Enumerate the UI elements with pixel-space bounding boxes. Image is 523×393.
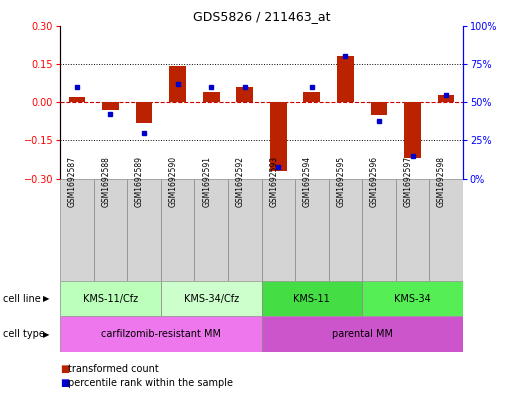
Bar — [60, 316, 262, 352]
Bar — [135, 102, 152, 123]
Text: KMS-34: KMS-34 — [394, 294, 431, 304]
Bar — [362, 281, 463, 316]
Text: transformed count: transformed count — [68, 364, 159, 374]
Text: cell type: cell type — [3, 329, 44, 339]
Bar — [438, 94, 454, 102]
Bar — [396, 179, 429, 281]
Bar — [236, 87, 253, 102]
Text: ▶: ▶ — [43, 330, 49, 338]
Text: GSM1692590: GSM1692590 — [168, 156, 178, 208]
Bar — [94, 179, 127, 281]
Bar — [60, 179, 94, 281]
Bar — [371, 102, 388, 115]
Text: GSM1692595: GSM1692595 — [336, 156, 345, 208]
Text: KMS-11: KMS-11 — [293, 294, 330, 304]
Text: ■: ■ — [60, 378, 70, 388]
Bar — [429, 179, 463, 281]
Text: GSM1692588: GSM1692588 — [101, 156, 110, 208]
Bar — [161, 281, 262, 316]
Bar — [270, 102, 287, 171]
Text: ■: ■ — [60, 364, 70, 374]
Text: GSM1692598: GSM1692598 — [437, 156, 446, 208]
Text: ▶: ▶ — [43, 294, 49, 303]
Text: KMS-34/Cfz: KMS-34/Cfz — [184, 294, 238, 304]
Bar — [262, 179, 295, 281]
Text: percentile rank within the sample: percentile rank within the sample — [68, 378, 233, 388]
Text: KMS-11/Cfz: KMS-11/Cfz — [83, 294, 138, 304]
Bar — [161, 179, 195, 281]
Text: GSM1692589: GSM1692589 — [135, 156, 144, 208]
Bar — [169, 66, 186, 102]
Bar — [337, 56, 354, 102]
Text: GDS5826 / 211463_at: GDS5826 / 211463_at — [193, 10, 330, 23]
Text: GSM1692597: GSM1692597 — [404, 156, 413, 208]
Bar — [262, 316, 463, 352]
Bar — [203, 92, 220, 102]
Bar — [127, 179, 161, 281]
Text: GSM1692594: GSM1692594 — [303, 156, 312, 208]
Bar — [303, 92, 320, 102]
Bar — [60, 281, 161, 316]
Text: parental MM: parental MM — [332, 329, 393, 339]
Text: cell line: cell line — [3, 294, 40, 304]
Bar — [362, 179, 396, 281]
Text: GSM1692596: GSM1692596 — [370, 156, 379, 208]
Bar — [404, 102, 421, 158]
Bar — [295, 179, 328, 281]
Text: GSM1692587: GSM1692587 — [68, 156, 77, 208]
Bar — [102, 102, 119, 110]
Bar — [262, 281, 362, 316]
Text: GSM1692592: GSM1692592 — [236, 156, 245, 208]
Bar — [195, 179, 228, 281]
Text: GSM1692593: GSM1692593 — [269, 156, 278, 208]
Text: GSM1692591: GSM1692591 — [202, 156, 211, 208]
Bar — [328, 179, 362, 281]
Bar — [69, 97, 85, 102]
Text: carfilzomib-resistant MM: carfilzomib-resistant MM — [101, 329, 221, 339]
Bar — [228, 179, 262, 281]
